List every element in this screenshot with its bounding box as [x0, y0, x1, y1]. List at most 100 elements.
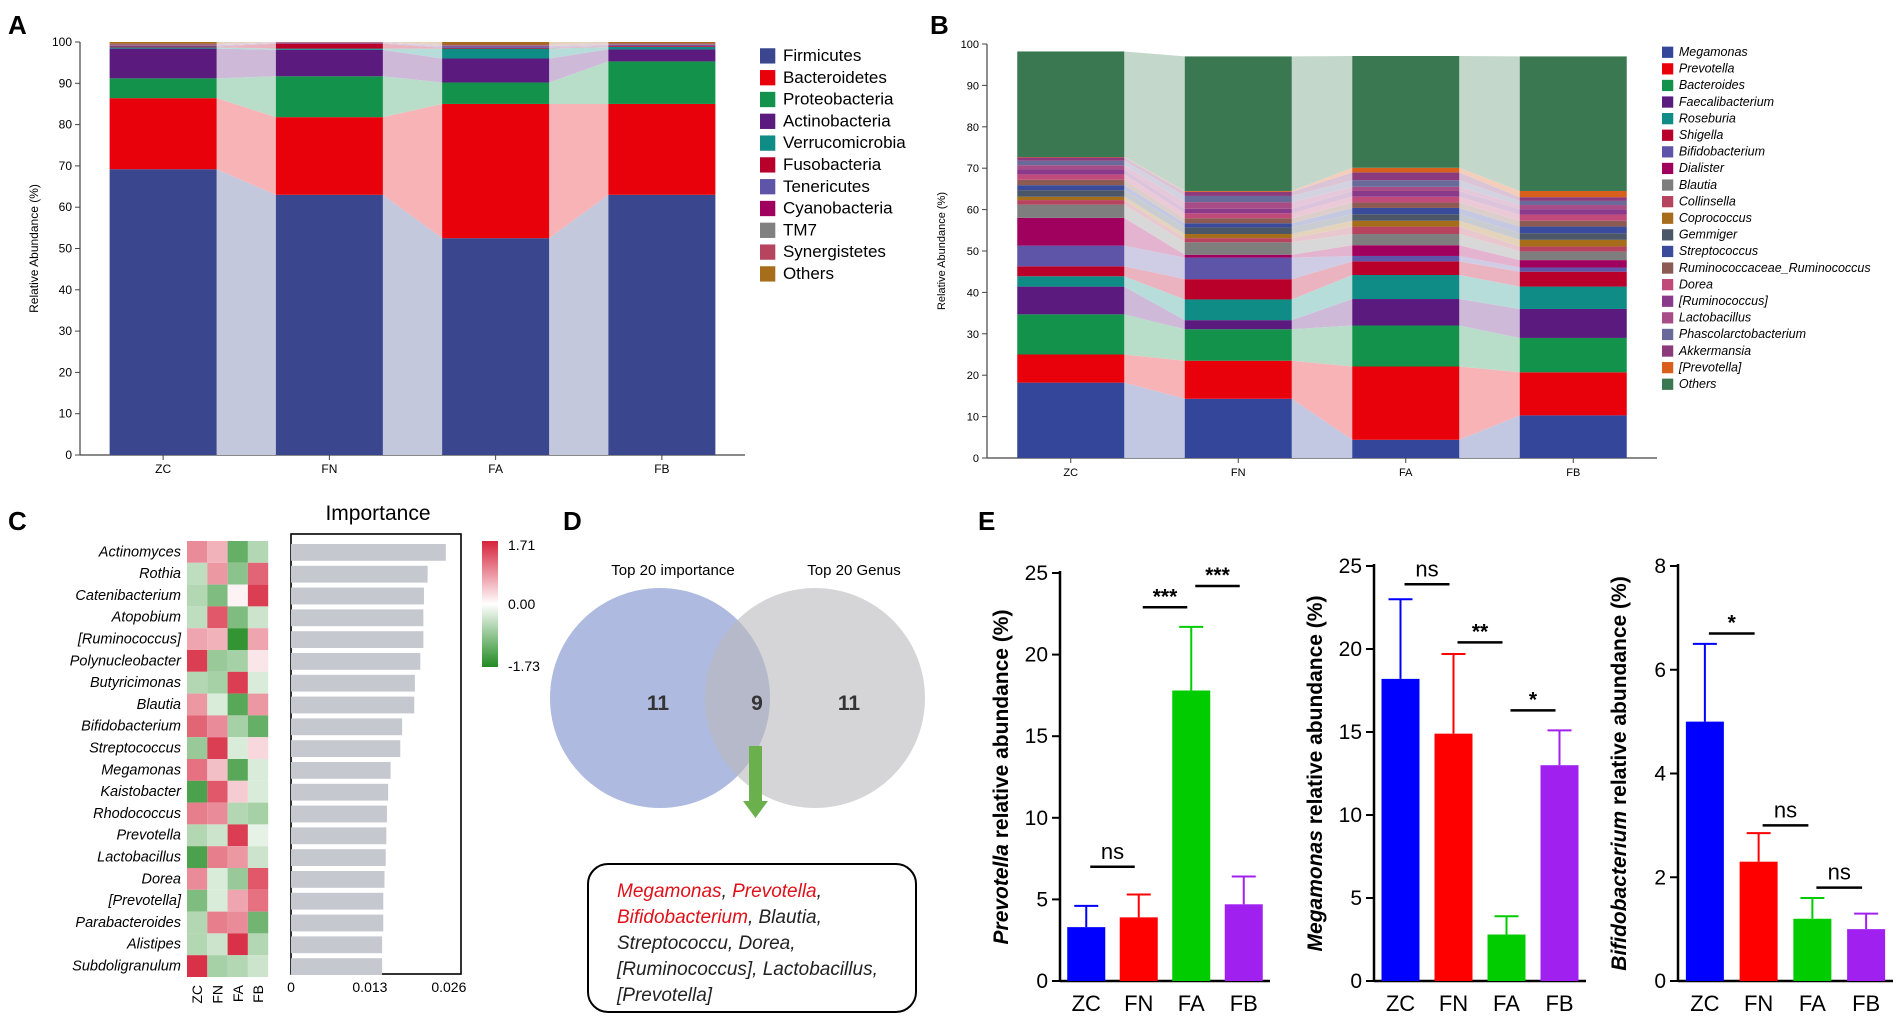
band-tenericutes: [216, 43, 276, 47]
legend-label: Synergistetes: [783, 242, 886, 261]
bar-segment-fb-proteobacteria: [608, 61, 716, 104]
y-tick-label: 2: [1654, 866, 1666, 889]
heatmap-row-label: Bifidobacterium: [81, 719, 181, 735]
legend-label: Dorea: [1679, 277, 1713, 291]
heatmap-row-label: Polynucleobacter: [70, 653, 182, 669]
importance-bar: [291, 827, 387, 845]
y-tick-label: 10: [967, 412, 979, 424]
colorbar-mid-label: 0.00: [508, 596, 535, 612]
bar-segment-fb-streptococcus: [1519, 226, 1627, 234]
heatmap-row-label: Catenibacterium: [75, 588, 181, 604]
x-tick-label: FN: [1439, 991, 1468, 1016]
heatmap-cell-zc: [187, 562, 208, 585]
bar-segment-zc-phascolarctobacterium: [1017, 160, 1125, 166]
x-tick-label: FN: [1744, 991, 1773, 1016]
legend-label: Akkermansia: [1678, 344, 1751, 358]
band-megamonas: [1459, 415, 1520, 458]
legend-label: Ruminococcaceae_Ruminococcus: [1679, 261, 1871, 275]
importance-bar: [291, 631, 424, 648]
bar-segment-fb-prevotella: [1519, 372, 1627, 416]
legend-swatch-megamonas: [1662, 46, 1674, 58]
x-tick-label: FB: [1230, 991, 1258, 1016]
heatmap-cell-zc: [187, 759, 208, 781]
significance-label: ns: [1415, 556, 1438, 581]
heatmap-cell-fb: [247, 562, 269, 585]
bar-segment-fb--prevotella-: [1519, 190, 1627, 198]
importance-bar: [291, 914, 384, 932]
y-tick-label: 30: [967, 329, 979, 341]
bar-segment-fa-bifidobacterium: [1352, 255, 1460, 262]
bar-segment-fa-coprococcus: [1352, 220, 1460, 227]
y-tick-label: 90: [967, 80, 979, 92]
venn-right-count: 11: [838, 692, 861, 715]
legend-label: Bacteroidetes: [783, 68, 887, 87]
legend-label: Fusobacteria: [783, 155, 882, 174]
band-fusobacteria: [549, 46, 609, 49]
band-collinsella: [1459, 226, 1520, 252]
bar-segment-zc-collinsella: [1017, 200, 1125, 205]
heatmap-cell-fa: [227, 650, 248, 672]
x-tick-label: FB: [1545, 991, 1573, 1016]
heatmap-cell-fn: [207, 562, 228, 585]
bar-segment-fa-shigella: [1352, 261, 1460, 276]
bar-segment-zc-akkermansia: [1017, 157, 1125, 161]
bar-segment-zc-verrucomicrobia: [109, 47, 217, 49]
heatmap-cell-fa: [227, 955, 248, 977]
legend-label: Actinobacteria: [783, 111, 891, 130]
band-bifidobacterium: [1459, 255, 1520, 272]
bar-segment-zc-dorea: [1017, 174, 1125, 180]
heatmap-row-label: Subdoligranulum: [72, 958, 181, 974]
heatmap-cell-fa: [227, 562, 248, 585]
legend-swatch-fusobacteria: [760, 157, 776, 173]
panel-label-a: A: [8, 10, 27, 40]
y-tick-label: 0: [65, 448, 72, 462]
y-tick-label: 100: [961, 39, 979, 51]
legend-label: [Ruminococcus]: [1678, 294, 1768, 308]
heatmap-cell-fb: [247, 628, 269, 650]
bar-segment-fa-verrucomicrobia: [442, 48, 550, 59]
band-dialister: [1291, 245, 1353, 258]
importance-bar: [291, 674, 415, 692]
panel-label-b: B: [930, 10, 949, 40]
bar-segment-fn-prevotella: [1184, 360, 1292, 399]
band-bacteroides: [1291, 325, 1353, 367]
bar-segment-fb-gemmiger: [1519, 233, 1627, 240]
bar-segment-fn-dorea: [1184, 213, 1292, 219]
legend-swatch--ruminococcus-: [1662, 295, 1674, 307]
bar-zc: [1685, 721, 1724, 981]
legend-swatch-roseburia: [1662, 113, 1674, 125]
heatmap-cell-fb: [247, 584, 269, 607]
heatmap-row-label: Atopobium: [111, 610, 181, 626]
y-axis-title-rest: relative abundance (%): [990, 610, 1013, 845]
legend-label: Roseburia: [1679, 111, 1736, 125]
y-tick-label: 60: [59, 200, 73, 214]
heatmap-cell-fb: [247, 889, 269, 912]
band-firmicutes: [382, 194, 443, 455]
bar-fa: [1793, 918, 1832, 981]
colorbar-max-label: 1.71: [508, 537, 535, 553]
bar-segment-fa-faecalibacterium: [1352, 299, 1460, 326]
heatmap-cell-fn: [207, 802, 228, 825]
legend-label: Others: [783, 264, 834, 283]
y-tick-label: 10: [59, 407, 73, 421]
heatmap-cell-fa: [227, 780, 248, 803]
y-tick-label: 20: [1025, 644, 1048, 667]
bar-fa: [1487, 934, 1526, 981]
bar-segment-fn-shigella: [1184, 279, 1292, 300]
y-tick-label: 70: [59, 159, 73, 173]
band-phascolarctobacterium: [1291, 180, 1353, 203]
band-fusobacteria: [382, 43, 443, 49]
venn-right-circle: [705, 588, 925, 808]
band-bacteroides: [1459, 325, 1520, 373]
importance-bar: [291, 849, 386, 866]
legend-swatch-dorea: [1662, 279, 1674, 291]
band-megamonas: [1291, 398, 1353, 458]
band-cyanobacteria: [382, 42, 443, 47]
legend-swatch-prevotella: [1662, 63, 1674, 75]
y-axis-title-genus: Prevotella: [990, 844, 1013, 945]
band-roseburia: [1291, 275, 1353, 321]
legend-label: TM7: [783, 220, 817, 239]
x-tick-label: FN: [1124, 991, 1153, 1016]
y-tick-label: 20: [967, 370, 979, 382]
legend-label: Proteobacteria: [783, 90, 894, 109]
